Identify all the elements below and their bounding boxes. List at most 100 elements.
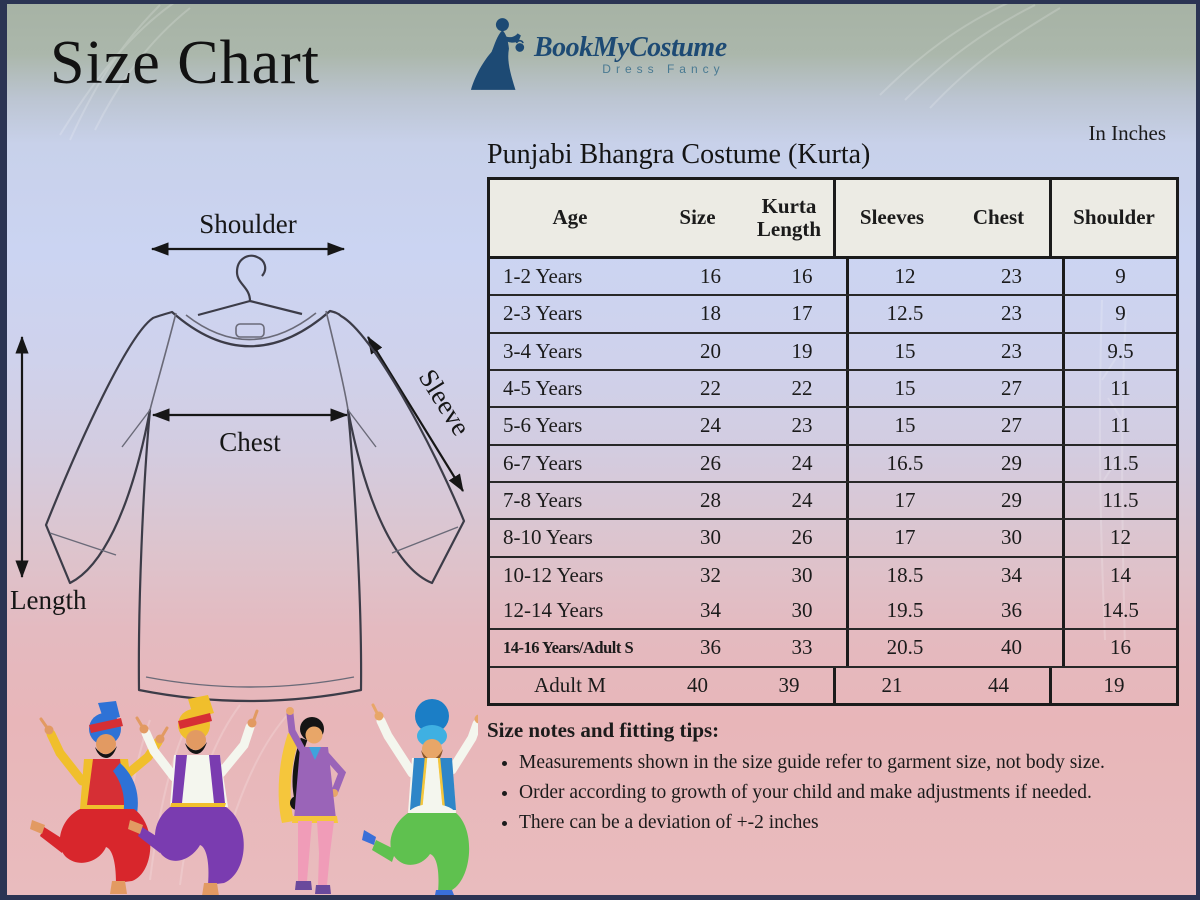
size-row: 8-10 Years 30 26 17 30 12: [490, 518, 1176, 556]
sleeves-cell: 18.5: [886, 562, 924, 587]
note-item: Measurements shown in the size guide ref…: [519, 752, 1193, 774]
sleeves-cell: 17: [894, 488, 916, 513]
chest-cell: 27: [961, 370, 1065, 407]
size-row: 4-5 Years 22 22 15 27 11: [490, 368, 1176, 407]
brand-logo: BookMyCostume Dress Fancy: [468, 10, 748, 98]
chest-cell: 40: [961, 630, 1065, 666]
chest-cell: 23: [961, 333, 1065, 369]
size-row: 5-6 Years 24 23 15 27 11: [490, 406, 1176, 444]
shoulder-cell: 19: [1103, 672, 1125, 697]
sleeves-cell: 19.5: [886, 598, 924, 623]
age-cell: 3-4 Years: [503, 338, 583, 363]
size-row: 3-4 Years 20 19 15 23 9.5: [490, 331, 1176, 369]
sleeves-cell: 12: [894, 264, 916, 289]
age-cell: 2-3 Years: [503, 301, 583, 326]
size-cell: 40: [687, 672, 708, 697]
age-cell: 5-6 Years: [503, 413, 583, 438]
table-title: Punjabi Bhangra Costume (Kurta): [487, 139, 871, 170]
bhangra-dancers-illustration: [30, 695, 478, 898]
age-cell: 12-14 Years: [503, 598, 604, 623]
sleeve-label: Sleeve: [413, 364, 477, 441]
header-kurta-length: Kurta Length: [745, 180, 836, 256]
bhangra-dancer-3: [278, 707, 347, 894]
kurta-outline: [44, 309, 466, 703]
kurta-length-cell: 16: [758, 259, 849, 295]
sleeves-cell: 15: [894, 376, 916, 401]
kurta-length-cell: 30: [758, 592, 849, 629]
chest-cell: 27: [961, 408, 1065, 444]
size-row: 14-16 Years/Adult S 36 33 20.5 40 16: [490, 628, 1176, 666]
size-table: Age Size Kurta Length Sleeves Chest Shou…: [487, 177, 1179, 706]
age-cell: 10-12 Years: [503, 562, 604, 587]
bhangra-dancer-2: [128, 695, 259, 896]
size-cell: 32: [700, 562, 721, 587]
chest-cell: 29: [961, 482, 1065, 519]
header-size: Size: [679, 205, 716, 230]
size-cell: 36: [700, 635, 721, 660]
sleeves-cell: 15: [894, 413, 916, 438]
kurta-length-cell: 30: [758, 557, 849, 593]
chest-cell: 36: [961, 592, 1065, 629]
page-title: Size Chart: [50, 29, 320, 97]
header-shoulder: Shoulder: [1073, 205, 1155, 230]
size-notes: Size notes and fitting tips: Measurement…: [487, 718, 1193, 842]
size-row: 7-8 Years 28 24 17 29 11.5: [490, 480, 1176, 519]
logo-tagline: Dress Fancy: [602, 62, 725, 76]
shoulder-cell: 11: [1110, 376, 1131, 401]
chest-cell: 29: [961, 445, 1065, 481]
size-cell: 20: [700, 338, 721, 363]
kurta-measurement-diagram: Shoulder Chest Sleeve Length: [10, 209, 477, 703]
header-age: Age: [552, 205, 588, 230]
kurta-length-cell: 22: [758, 370, 849, 407]
notes-heading: Size notes and fitting tips:: [487, 718, 720, 742]
age-cell: 6-7 Years: [503, 450, 583, 475]
kurta-length-cell: 24: [758, 445, 849, 481]
shoulder-cell: 12: [1110, 525, 1131, 550]
shoulder-cell: 9.5: [1107, 338, 1134, 363]
shoulder-cell: 11: [1110, 413, 1131, 438]
age-cell: 7-8 Years: [503, 488, 583, 513]
age-cell: 1-2 Years: [503, 264, 583, 289]
bhangra-dancer-1: [30, 701, 169, 894]
size-cell: 28: [700, 488, 721, 513]
notes-list: Measurements shown in the size guide ref…: [487, 752, 1193, 834]
size-cell: 16: [700, 264, 721, 289]
logo-woman-icon: [470, 18, 525, 90]
chest-label: Chest: [219, 427, 281, 457]
size-row: 6-7 Years 26 24 16.5 29 11.5: [490, 443, 1176, 481]
note-item: Order according to growth of your child …: [519, 782, 1193, 804]
size-cell: 18: [700, 301, 721, 326]
kurta-length-cell: 19: [758, 333, 849, 369]
sleeves-cell: 21: [881, 672, 903, 697]
chest-cell: 34: [961, 557, 1065, 593]
shoulder-cell: 9: [1115, 301, 1126, 326]
size-row: 2-3 Years 18 17 12.5 23 9: [490, 294, 1176, 332]
size-table-body: 1-2 Years 16 16 12 23 9 2-3 Years 18 17 12.5 23 9 3-…: [490, 259, 1176, 703]
bhangra-dancer-4: [362, 699, 478, 898]
kurta-length-cell: 23: [758, 408, 849, 444]
chest-cell: 30: [961, 520, 1065, 556]
size-row: 1-2 Years 16 16 12 23 9: [490, 259, 1176, 295]
size-cell: 34: [700, 598, 721, 623]
header-chest: Chest: [948, 180, 1052, 256]
sleeves-cell: 15: [894, 338, 916, 363]
shoulder-cell: 9: [1115, 264, 1126, 289]
hanger-icon: [197, 254, 303, 338]
shoulder-cell: 14.5: [1102, 598, 1139, 623]
size-row: 10-12 Years 32 30 18.5 34 14: [490, 555, 1176, 593]
header-sleeves: Sleeves: [859, 205, 925, 230]
shoulder-cell: 16: [1110, 635, 1131, 660]
size-cell: 30: [700, 525, 721, 550]
shoulder-cell: 14: [1110, 562, 1131, 587]
age-cell: 4-5 Years: [503, 376, 583, 401]
chest-cell: 23: [961, 296, 1065, 332]
sleeves-cell: 17: [894, 525, 916, 550]
shoulder-cell: 11.5: [1102, 488, 1139, 513]
chest-cell: 23: [961, 259, 1065, 295]
note-item: There can be a deviation of +-2 inches: [519, 812, 1193, 834]
sleeves-cell: 12.5: [886, 301, 924, 326]
sleeves-cell: 16.5: [886, 450, 924, 475]
size-row: Adult M 40 39 21 44 19: [490, 665, 1176, 703]
kurta-length-cell: 33: [758, 630, 849, 666]
